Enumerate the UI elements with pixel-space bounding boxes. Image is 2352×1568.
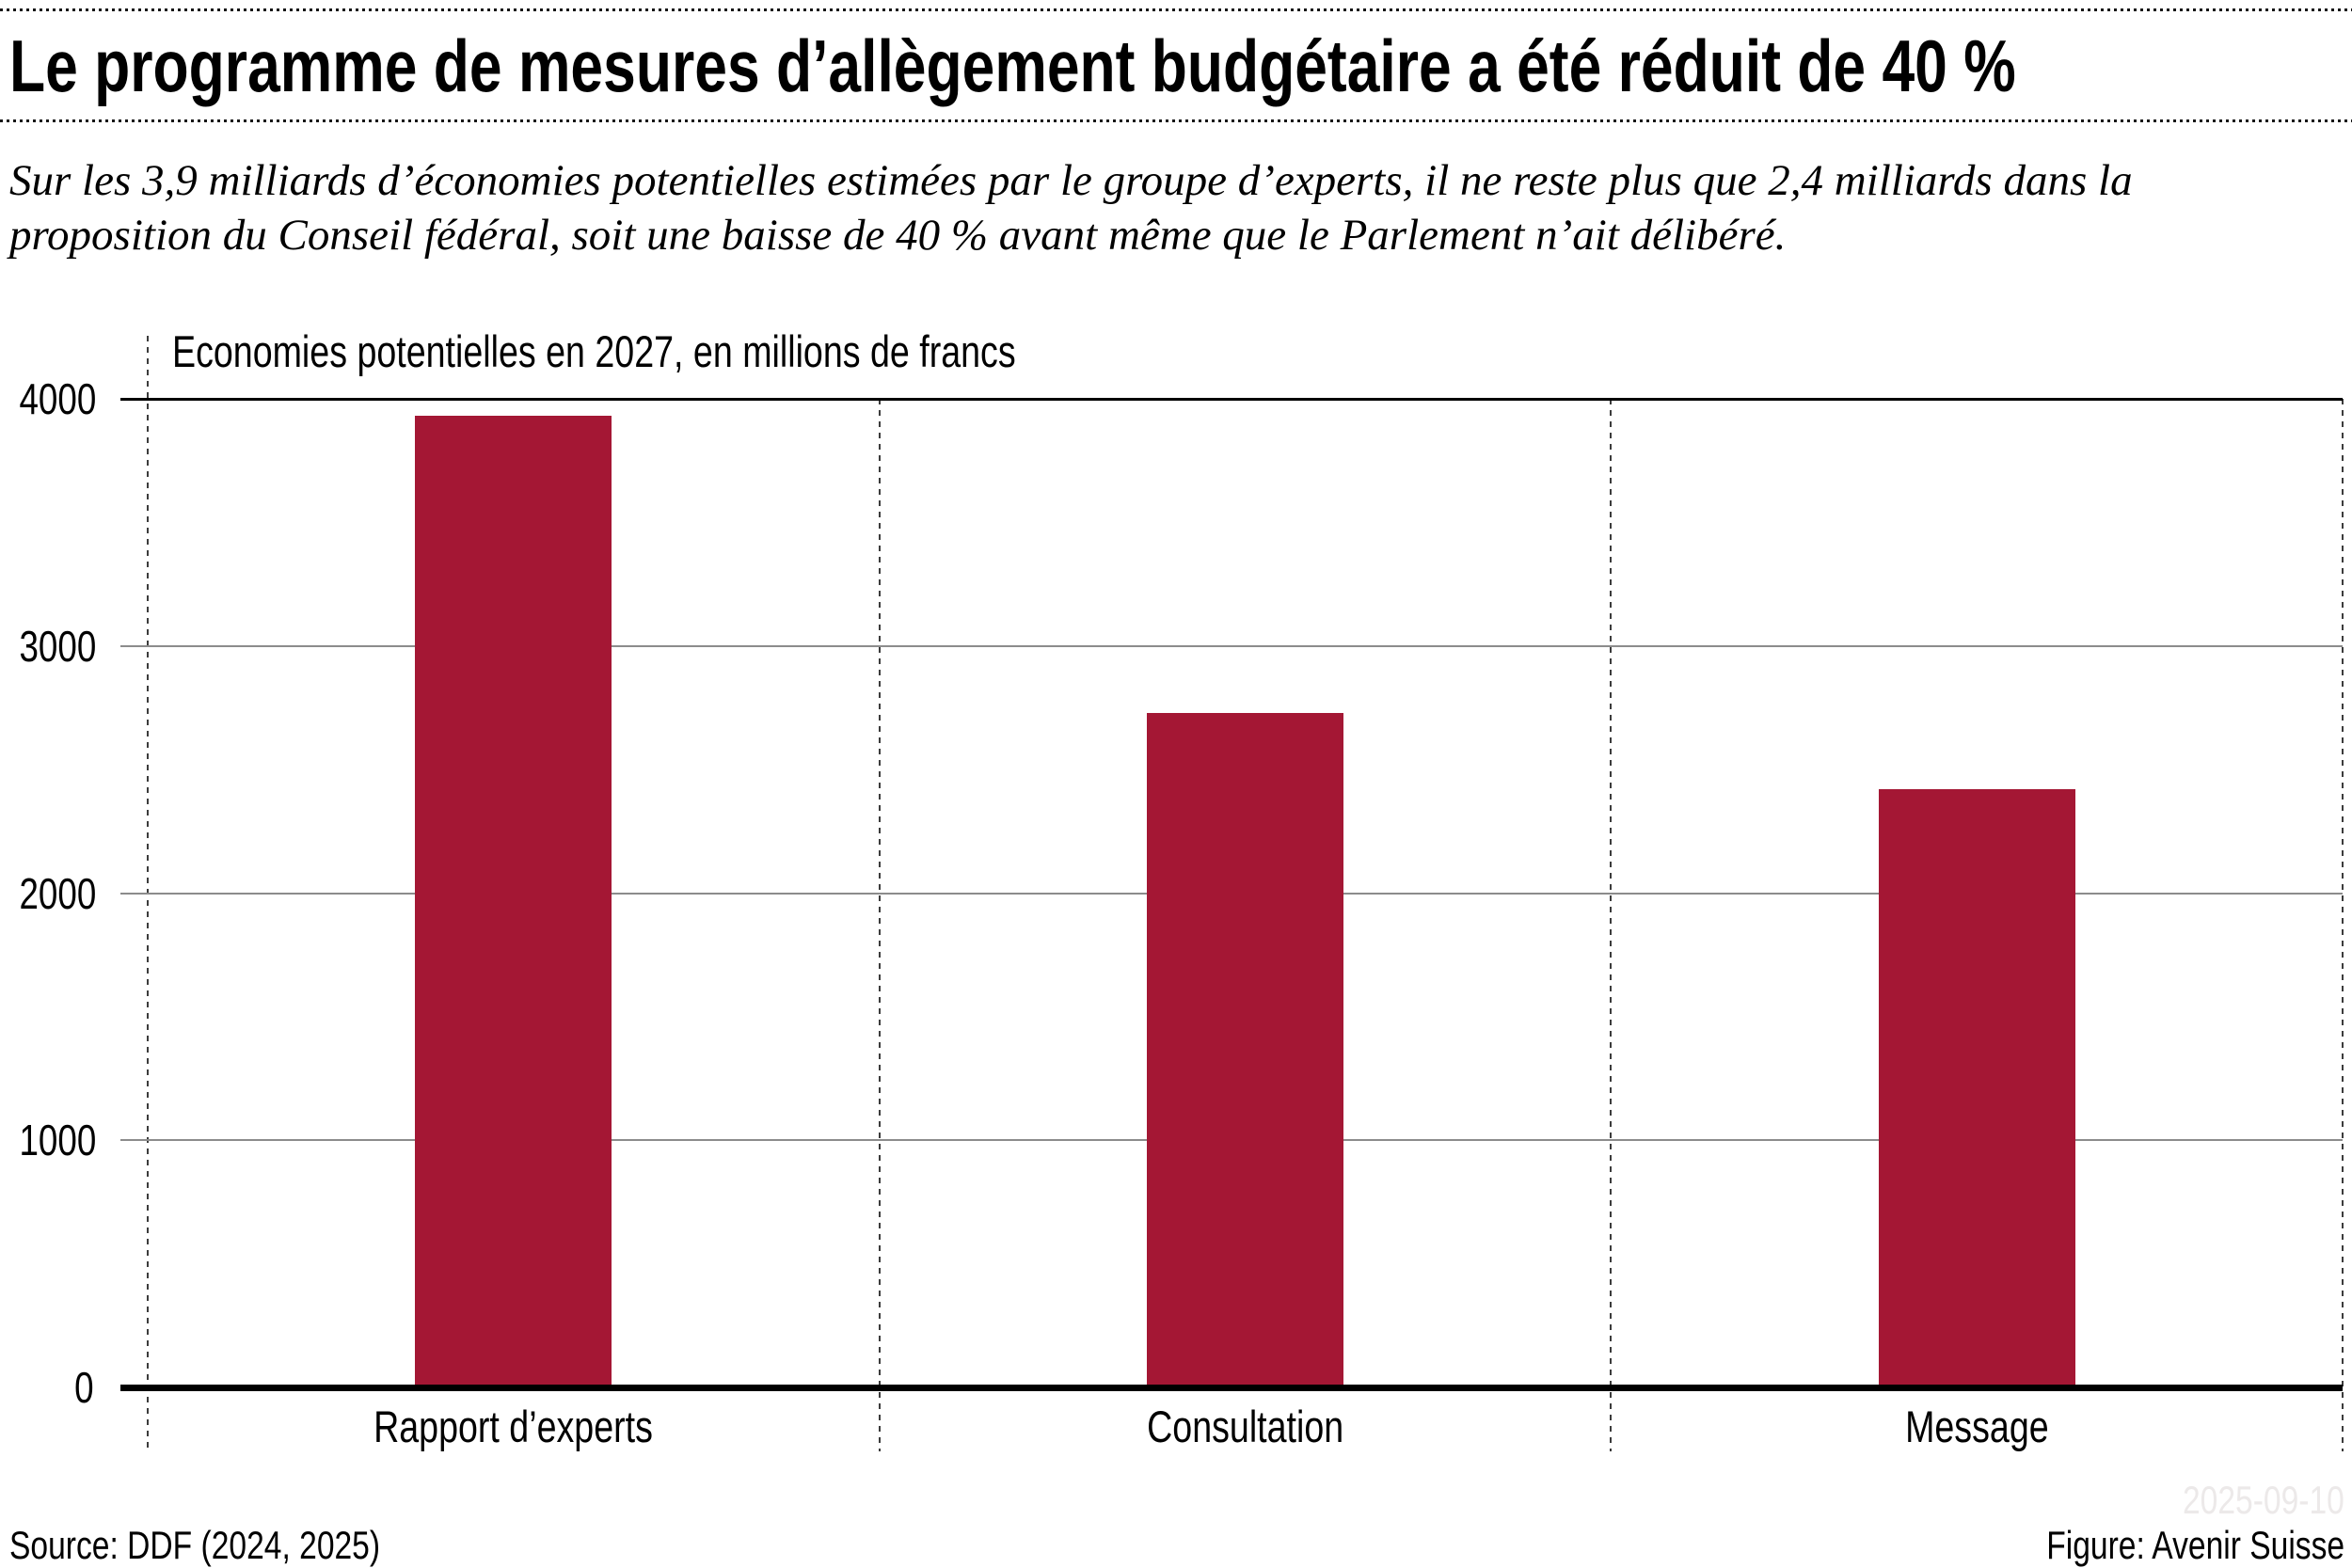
y-axis-tick-label-3000: 3000 (0, 620, 97, 673)
y-axis-tick-text: 0 (74, 1363, 94, 1412)
y-gridline-4000 (120, 398, 2343, 401)
bar-consultation (1147, 712, 1343, 1386)
y-axis-tick-text: 1000 (19, 1116, 97, 1165)
bar-message (1878, 789, 2075, 1386)
x-axis-label-consultation: Consultation (880, 1403, 1612, 1450)
page-title: Le programme de mesures d’allègement bud… (9, 24, 2352, 109)
plot-right-frame-line (2342, 399, 2344, 1451)
y-axis-tick-label-0: 0 (0, 1361, 94, 1414)
x-axis-label-message: Message (1611, 1403, 2343, 1450)
x-axis-label-text: Rapport d’experts (373, 1402, 654, 1451)
category-separator-line (1610, 399, 1613, 1451)
subtitle-line-2: proposition du Conseil fédéral, soit une… (9, 211, 1787, 260)
y-axis-tick-label-4000: 4000 (0, 372, 97, 425)
y-axis-tick-text: 4000 (19, 374, 97, 423)
chart-title: Economies potentielles en 2027, en milli… (172, 328, 1227, 375)
x-axis-label-rapport-d-experts: Rapport d’experts (148, 1403, 880, 1450)
top-dotted-rule (0, 8, 2352, 11)
figure-credit: Figure: Avenir Suisse (1972, 1524, 2344, 1567)
source-note-text: Source: DDF (2024, 2025) (9, 1523, 381, 1567)
subtitle: Sur les 3,9 milliards d’économies potent… (9, 153, 2133, 262)
y-axis-tick-text: 3000 (19, 621, 97, 671)
y-axis-tick-label-2000: 2000 (0, 867, 97, 920)
chart-title-text: Economies potentielles en 2027, en milli… (172, 326, 1016, 376)
bar-rapport-d-experts (415, 416, 612, 1386)
date-watermark: 2025-09-10 (2142, 1479, 2344, 1522)
x-axis-line (120, 1385, 2343, 1391)
y-axis-tick-label-1000: 1000 (0, 1114, 97, 1166)
y-gridline-3000 (120, 644, 2343, 647)
category-separator-line (878, 399, 881, 1451)
date-watermark-text: 2025-09-10 (2183, 1478, 2344, 1522)
figure-credit-text: Figure: Avenir Suisse (2046, 1523, 2344, 1567)
subtitle-line-1: Sur les 3,9 milliards d’économies potent… (9, 156, 2133, 205)
source-note: Source: DDF (2024, 2025) (9, 1524, 473, 1567)
y-axis-tick-text: 2000 (19, 868, 97, 918)
x-axis-label-text: Consultation (1147, 1402, 1344, 1451)
page-title-text: Le programme de mesures d’allègement bud… (9, 24, 2016, 107)
x-axis-label-text: Message (1904, 1402, 2049, 1451)
title-dotted-rule (0, 119, 2352, 122)
